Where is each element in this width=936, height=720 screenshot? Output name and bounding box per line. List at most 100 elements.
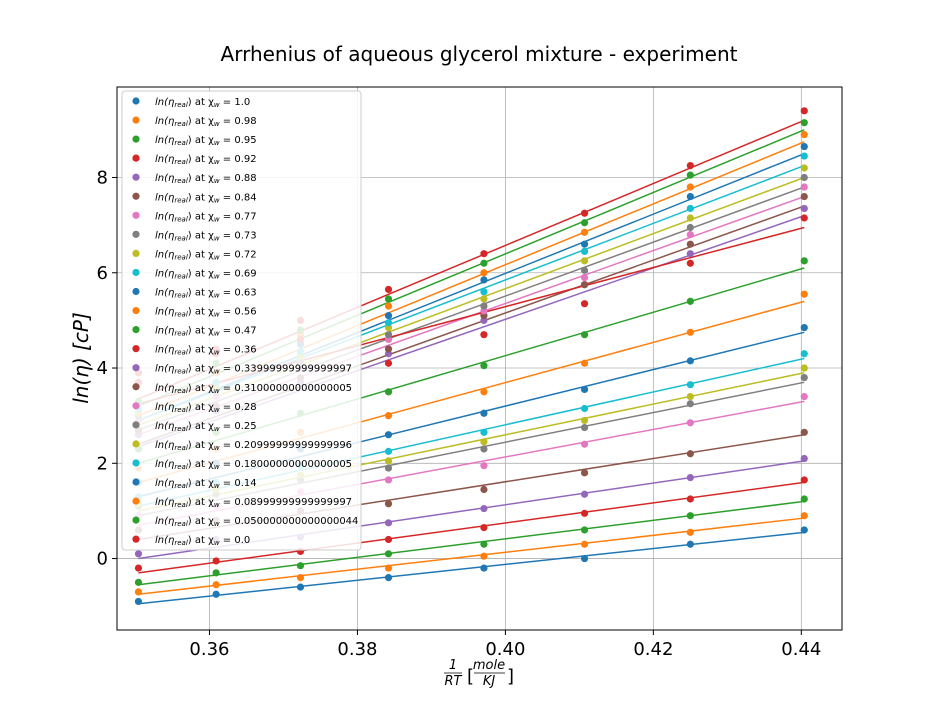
data-point	[384, 447, 393, 455]
legend-marker	[132, 230, 140, 238]
data-point	[384, 388, 393, 396]
data-point	[580, 228, 589, 236]
legend-marker	[132, 287, 140, 296]
chart-title: Arrhenius of aqueous glycerol mixture - …	[221, 42, 738, 66]
data-point	[134, 578, 143, 586]
data-point	[480, 409, 488, 417]
data-point	[134, 550, 143, 558]
y-axis-ticks: 0 2 4 6 8	[97, 168, 117, 570]
legend-box	[121, 90, 362, 551]
x-label-num2: mole	[473, 658, 505, 673]
data-point	[580, 266, 589, 274]
data-point	[296, 562, 305, 570]
legend-marker	[132, 97, 140, 105]
legend-entry: ln(ηreal) at χw = 0.72	[155, 249, 257, 261]
data-point	[580, 219, 589, 227]
legend-entry: ln(ηreal) at χw = 0.98	[155, 116, 257, 128]
data-point	[480, 552, 488, 560]
data-point	[686, 357, 694, 365]
legend-entry: ln(ηreal) at χw = 1.0	[155, 97, 250, 109]
data-point	[800, 192, 808, 201]
data-point	[480, 438, 488, 446]
data-point	[686, 381, 694, 389]
data-point	[384, 302, 393, 310]
data-point	[686, 473, 694, 482]
data-point	[800, 257, 808, 265]
legend-entry: ln(ηreal) at χw = 0.31000000000000005	[155, 383, 352, 395]
data-point	[580, 440, 589, 448]
x-tick-label: 0.42	[633, 639, 673, 660]
data-point	[580, 540, 589, 548]
data-point	[580, 273, 589, 282]
legend: ln(ηreal) at χw = 1.0 ln(ηreal) at χw = 0…	[121, 90, 362, 551]
data-point	[134, 564, 143, 572]
data-point	[800, 495, 808, 503]
x-axis-ticks: 0.36 0.38 0.40 0.42 0.44	[189, 630, 821, 660]
data-point	[686, 528, 694, 536]
x-tick-label: 0.36	[189, 639, 229, 660]
data-point	[580, 423, 589, 432]
x-label-den1: RT	[445, 674, 463, 689]
data-point	[580, 240, 589, 248]
data-point	[686, 512, 694, 520]
data-point	[480, 302, 488, 310]
legend-marker	[132, 402, 140, 410]
data-point	[800, 512, 808, 520]
data-point	[480, 259, 488, 267]
data-point	[580, 404, 589, 413]
data-point	[212, 581, 220, 589]
x-tick-label: 0.40	[485, 639, 525, 660]
data-point	[686, 231, 694, 239]
legend-entry: ln(ηreal) at χw = 0.14	[155, 478, 257, 490]
y-tick-label: 2	[97, 453, 108, 474]
data-point	[800, 164, 808, 172]
plot-frame	[116, 86, 843, 631]
data-point	[480, 462, 488, 470]
data-point	[480, 276, 488, 284]
data-point	[800, 131, 808, 139]
data-point	[686, 223, 694, 232]
data-point	[296, 574, 305, 582]
data-point	[800, 373, 808, 382]
legend-marker	[132, 459, 140, 467]
legend-marker	[132, 192, 140, 200]
data-point	[480, 564, 488, 572]
data-point	[800, 142, 808, 151]
data-point	[686, 161, 694, 170]
data-point	[480, 523, 488, 532]
data-point	[480, 504, 488, 513]
x-label-den2: KJ	[483, 674, 496, 689]
legend-entry: ln(ηreal) at χw = 0.08999999999999997	[155, 497, 352, 509]
data-point	[580, 331, 589, 339]
data-point	[686, 214, 694, 222]
legend-marker	[132, 306, 140, 315]
data-point	[384, 476, 393, 484]
data-point	[800, 476, 808, 484]
data-point	[580, 247, 589, 255]
x-tick-label: 0.44	[781, 639, 821, 660]
data-point	[800, 204, 808, 213]
data-point	[686, 495, 694, 503]
legend-entry: ln(ηreal) at χw = 0.73	[155, 230, 257, 242]
data-point	[686, 400, 694, 408]
legend-marker	[132, 116, 140, 124]
y-tick-label: 8	[97, 168, 108, 189]
legend-marker	[132, 421, 140, 429]
legend-entry: ln(ηreal) at χw = 0.20999999999999996	[155, 440, 352, 452]
data-point	[480, 362, 488, 370]
data-point	[800, 119, 808, 127]
data-point	[580, 209, 589, 217]
data-point	[480, 269, 488, 277]
legend-entry: ln(ηreal) at χw = 0.0	[155, 535, 250, 547]
legend-marker	[132, 497, 140, 505]
data-point	[384, 295, 393, 303]
data-point	[800, 454, 808, 463]
data-point	[480, 445, 488, 453]
data-point	[580, 526, 589, 534]
data-point	[580, 300, 589, 308]
x-tick-label: 0.38	[337, 639, 377, 660]
data-point	[384, 535, 393, 544]
data-point	[580, 509, 589, 517]
legend-marker	[132, 249, 140, 257]
